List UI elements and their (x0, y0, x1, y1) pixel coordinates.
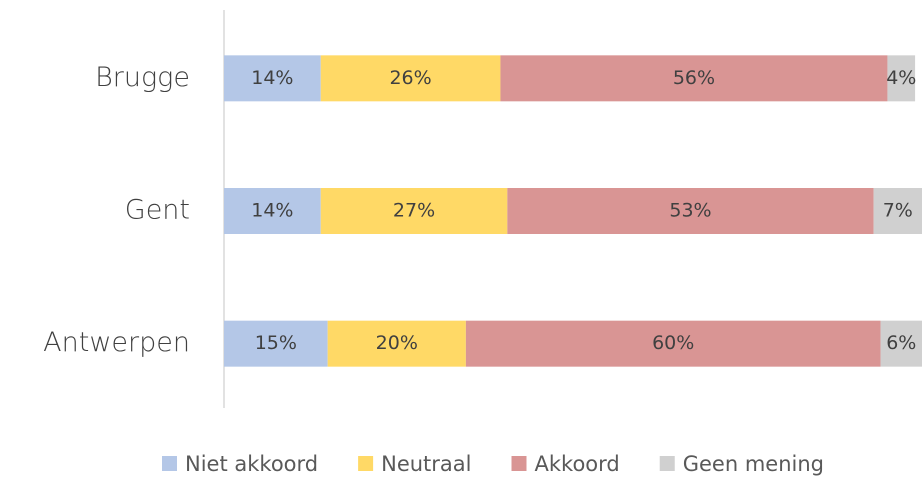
bar-segment (224, 55, 321, 102)
data-label: 27% (393, 200, 435, 222)
data-label: 26% (389, 67, 431, 89)
category-label: Brugge (95, 62, 190, 93)
legend-swatch (659, 456, 675, 471)
data-label: 60% (652, 332, 694, 354)
data-label: 14% (251, 67, 293, 89)
bar-segment (224, 320, 328, 367)
bar-segment (880, 320, 922, 367)
bar-segment (224, 188, 321, 234)
data-label: 14% (251, 200, 293, 222)
legend-label: Geen mening (683, 452, 824, 476)
data-label: 4% (886, 67, 916, 89)
bar-segment (320, 55, 501, 102)
category-label: Gent (125, 195, 190, 226)
legend-label: Akkoord (535, 452, 620, 476)
legend-label: Niet akkoord (185, 452, 318, 476)
data-label: 6% (886, 332, 916, 354)
legend-swatch (511, 456, 527, 471)
bar-segment (320, 188, 508, 234)
data-label: 15% (255, 332, 297, 354)
data-label: 7% (883, 200, 913, 222)
legend-label: Neutraal (381, 452, 471, 476)
bar-segment (500, 55, 888, 102)
legend-swatch (358, 456, 374, 471)
bar-segment (507, 188, 874, 234)
bar-segment (327, 320, 466, 367)
category-label: Antwerpen (43, 327, 190, 358)
bar-segment (887, 55, 916, 102)
bar-segment (465, 320, 881, 367)
data-label: 56% (673, 67, 715, 89)
bar-segment (873, 188, 922, 234)
legend-swatch (162, 456, 177, 471)
data-label: 53% (669, 200, 711, 222)
data-label: 20% (376, 332, 418, 354)
